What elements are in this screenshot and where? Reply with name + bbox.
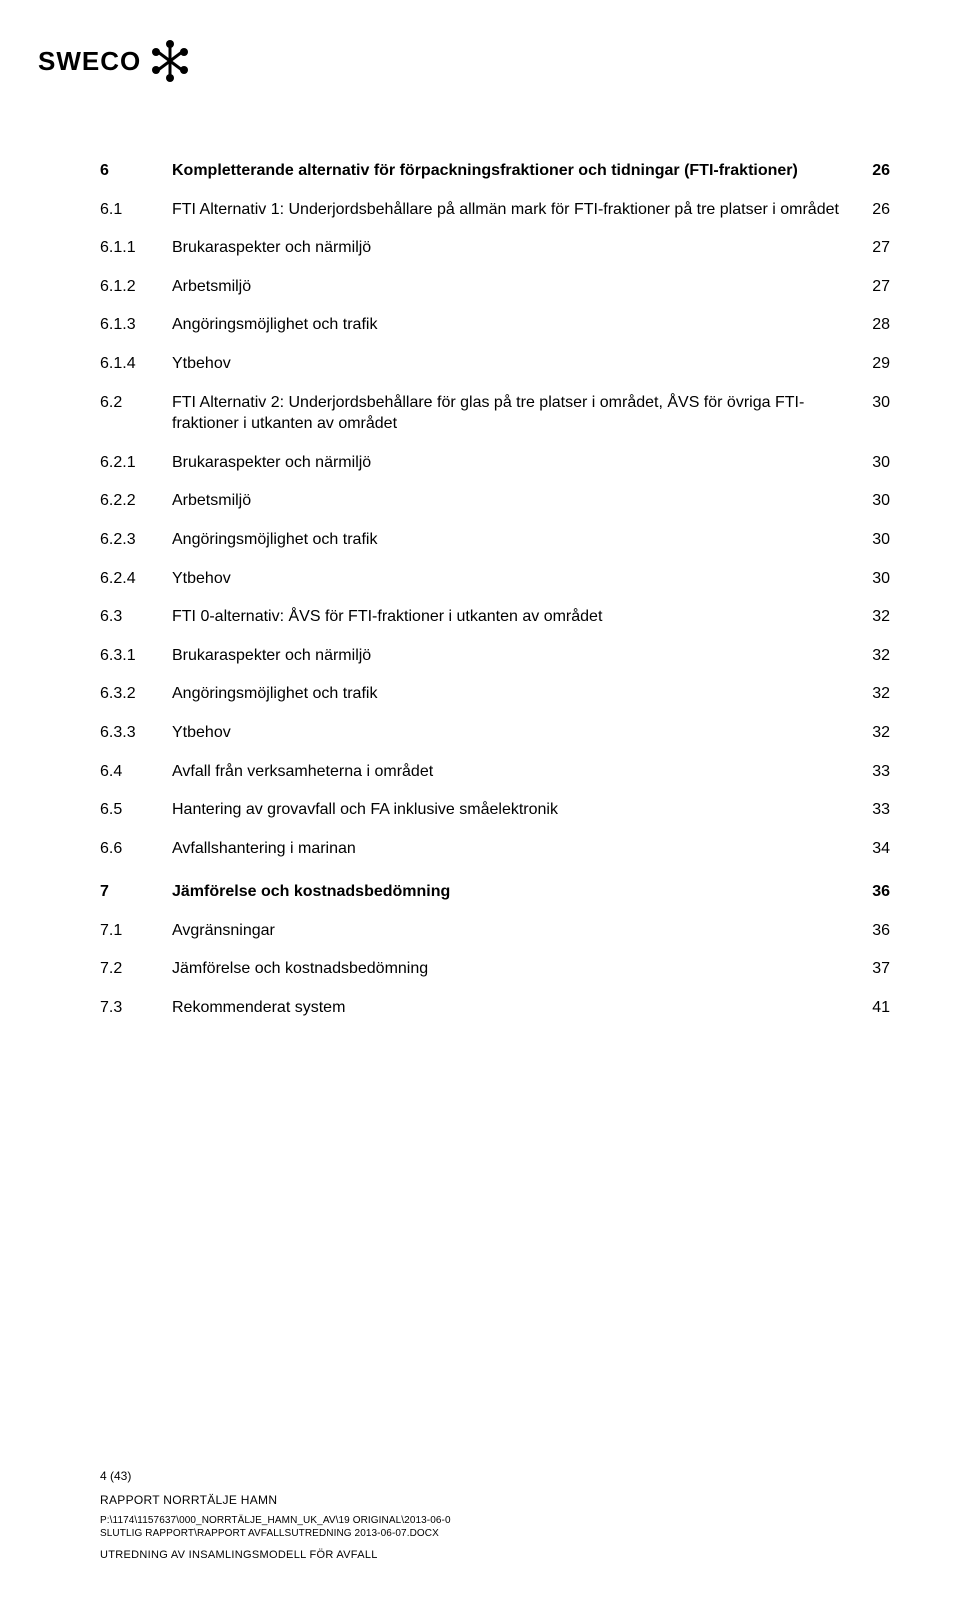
toc-title: Kompletterande alternativ för förpacknin… — [172, 160, 854, 182]
footer-subtitle: UTREDNING AV INSAMLINGSMODELL FÖR AVFALL — [100, 1549, 451, 1561]
toc-container: 6Kompletterande alternativ för förpackni… — [100, 160, 890, 1036]
page-footer: 4 (43) RAPPORT NORRTÄLJE HAMN P:\1174\11… — [100, 1469, 451, 1561]
toc-row: 6.1FTI Alternativ 1: Underjordsbehållare… — [100, 199, 890, 221]
toc-page: 33 — [854, 761, 890, 783]
toc-number: 7.3 — [100, 997, 172, 1019]
toc-number: 6.2.2 — [100, 490, 172, 512]
toc-number: 6.1.2 — [100, 276, 172, 298]
footer-caption: RAPPORT NORRTÄLJE HAMN — [100, 1493, 451, 1507]
toc-page: 27 — [854, 276, 890, 298]
toc-number: 6.2.1 — [100, 452, 172, 474]
toc-row: 6.3FTI 0-alternativ: ÅVS för FTI-fraktio… — [100, 606, 890, 628]
toc-number: 6.1.1 — [100, 237, 172, 259]
toc-page: 26 — [854, 199, 890, 221]
toc-page: 27 — [854, 237, 890, 259]
toc-row: 7.1Avgränsningar36 — [100, 920, 890, 942]
toc-row: 6.2.4Ytbehov30 — [100, 568, 890, 590]
toc-number: 6.6 — [100, 838, 172, 860]
toc-row: 7.2Jämförelse och kostnadsbedömning37 — [100, 958, 890, 980]
toc-row: 6.6Avfallshantering i marinan34 — [100, 838, 890, 860]
toc-title: Brukaraspekter och närmiljö — [172, 645, 854, 667]
toc-number: 6.5 — [100, 799, 172, 821]
toc-title: FTI 0-alternativ: ÅVS för FTI-fraktioner… — [172, 606, 854, 628]
toc-title: FTI Alternativ 2: Underjordsbehållare fö… — [172, 392, 854, 435]
toc-number: 6.2.3 — [100, 529, 172, 551]
toc-page: 30 — [854, 490, 890, 512]
toc-row: 6.3.1Brukaraspekter och närmiljö32 — [100, 645, 890, 667]
toc-page: 30 — [854, 392, 890, 414]
logo-text: SWECO — [38, 46, 141, 76]
toc-page: 36 — [854, 881, 890, 903]
toc-number: 7.2 — [100, 958, 172, 980]
toc-title: Angöringsmöjlighet och trafik — [172, 683, 854, 705]
toc-row: 6.1.4Ytbehov29 — [100, 353, 890, 375]
toc-number: 6.2 — [100, 392, 172, 414]
toc-page: 32 — [854, 645, 890, 667]
toc-title: Ytbehov — [172, 353, 854, 375]
toc-number: 7.1 — [100, 920, 172, 942]
toc-row: 7.3Rekommenderat system41 — [100, 997, 890, 1019]
toc-number: 6.3 — [100, 606, 172, 628]
toc-title: Brukaraspekter och närmiljö — [172, 452, 854, 474]
toc-title: Angöringsmöjlighet och trafik — [172, 529, 854, 551]
toc-page: 32 — [854, 683, 890, 705]
toc-page: 26 — [854, 160, 890, 182]
toc-page: 34 — [854, 838, 890, 860]
toc-row: 6.2.3Angöringsmöjlighet och trafik30 — [100, 529, 890, 551]
toc-page: 28 — [854, 314, 890, 336]
toc-page: 29 — [854, 353, 890, 375]
toc-row: 6.1.3Angöringsmöjlighet och trafik28 — [100, 314, 890, 336]
toc-title: Hantering av grovavfall och FA inklusive… — [172, 799, 854, 821]
toc-number: 7 — [100, 881, 172, 903]
footer-path-1: P:\1174\1157637\000_NORRTÄLJE_HAMN_UK_AV… — [100, 1515, 451, 1526]
toc-title: Jämförelse och kostnadsbedömning — [172, 958, 854, 980]
toc-title: Avfall från verksamheterna i området — [172, 761, 854, 783]
toc-row: 6.2.2Arbetsmiljö30 — [100, 490, 890, 512]
page-counter: 4 (43) — [100, 1469, 451, 1483]
toc-title: Avfallshantering i marinan — [172, 838, 854, 860]
toc-page: 30 — [854, 529, 890, 551]
toc-row: 6.3.3Ytbehov32 — [100, 722, 890, 744]
toc-row: 6Kompletterande alternativ för förpackni… — [100, 160, 890, 182]
toc-row: 6.4Avfall från verksamheterna i området3… — [100, 761, 890, 783]
toc-row: 6.3.2Angöringsmöjlighet och trafik32 — [100, 683, 890, 705]
toc-row: 6.1.2Arbetsmiljö27 — [100, 276, 890, 298]
toc-title: Ytbehov — [172, 722, 854, 744]
toc-title: Ytbehov — [172, 568, 854, 590]
toc-number: 6.3.1 — [100, 645, 172, 667]
brand-logo: SWECO — [38, 40, 200, 84]
toc-row: 6.5Hantering av grovavfall och FA inklus… — [100, 799, 890, 821]
toc-title: Arbetsmiljö — [172, 276, 854, 298]
toc-row: 6.1.1Brukaraspekter och närmiljö27 — [100, 237, 890, 259]
toc-title: Rekommenderat system — [172, 997, 854, 1019]
toc-title: FTI Alternativ 1: Underjordsbehållare på… — [172, 199, 854, 221]
toc-number: 6.1 — [100, 199, 172, 221]
toc-title: Brukaraspekter och närmiljö — [172, 237, 854, 259]
toc-title: Arbetsmiljö — [172, 490, 854, 512]
toc-row: 7Jämförelse och kostnadsbedömning36 — [100, 881, 890, 903]
toc-title: Angöringsmöjlighet och trafik — [172, 314, 854, 336]
toc-number: 6.1.3 — [100, 314, 172, 336]
toc-number: 6.1.4 — [100, 353, 172, 375]
toc-page: 32 — [854, 606, 890, 628]
toc-page: 30 — [854, 452, 890, 474]
footer-path-2: SLUTLIG RAPPORT\RAPPORT AVFALLSUTREDNING… — [100, 1528, 451, 1539]
toc-page: 37 — [854, 958, 890, 980]
toc-number: 6.4 — [100, 761, 172, 783]
toc-number: 6.3.2 — [100, 683, 172, 705]
toc-page: 36 — [854, 920, 890, 942]
toc-page: 30 — [854, 568, 890, 590]
toc-title: Avgränsningar — [172, 920, 854, 942]
toc-title: Jämförelse och kostnadsbedömning — [172, 881, 854, 903]
toc-number: 6.3.3 — [100, 722, 172, 744]
toc-row: 6.2.1Brukaraspekter och närmiljö30 — [100, 452, 890, 474]
toc-row: 6.2FTI Alternativ 2: Underjordsbehållare… — [100, 392, 890, 435]
toc-number: 6.2.4 — [100, 568, 172, 590]
toc-page: 32 — [854, 722, 890, 744]
toc-page: 41 — [854, 997, 890, 1019]
toc-number: 6 — [100, 160, 172, 182]
toc-page: 33 — [854, 799, 890, 821]
